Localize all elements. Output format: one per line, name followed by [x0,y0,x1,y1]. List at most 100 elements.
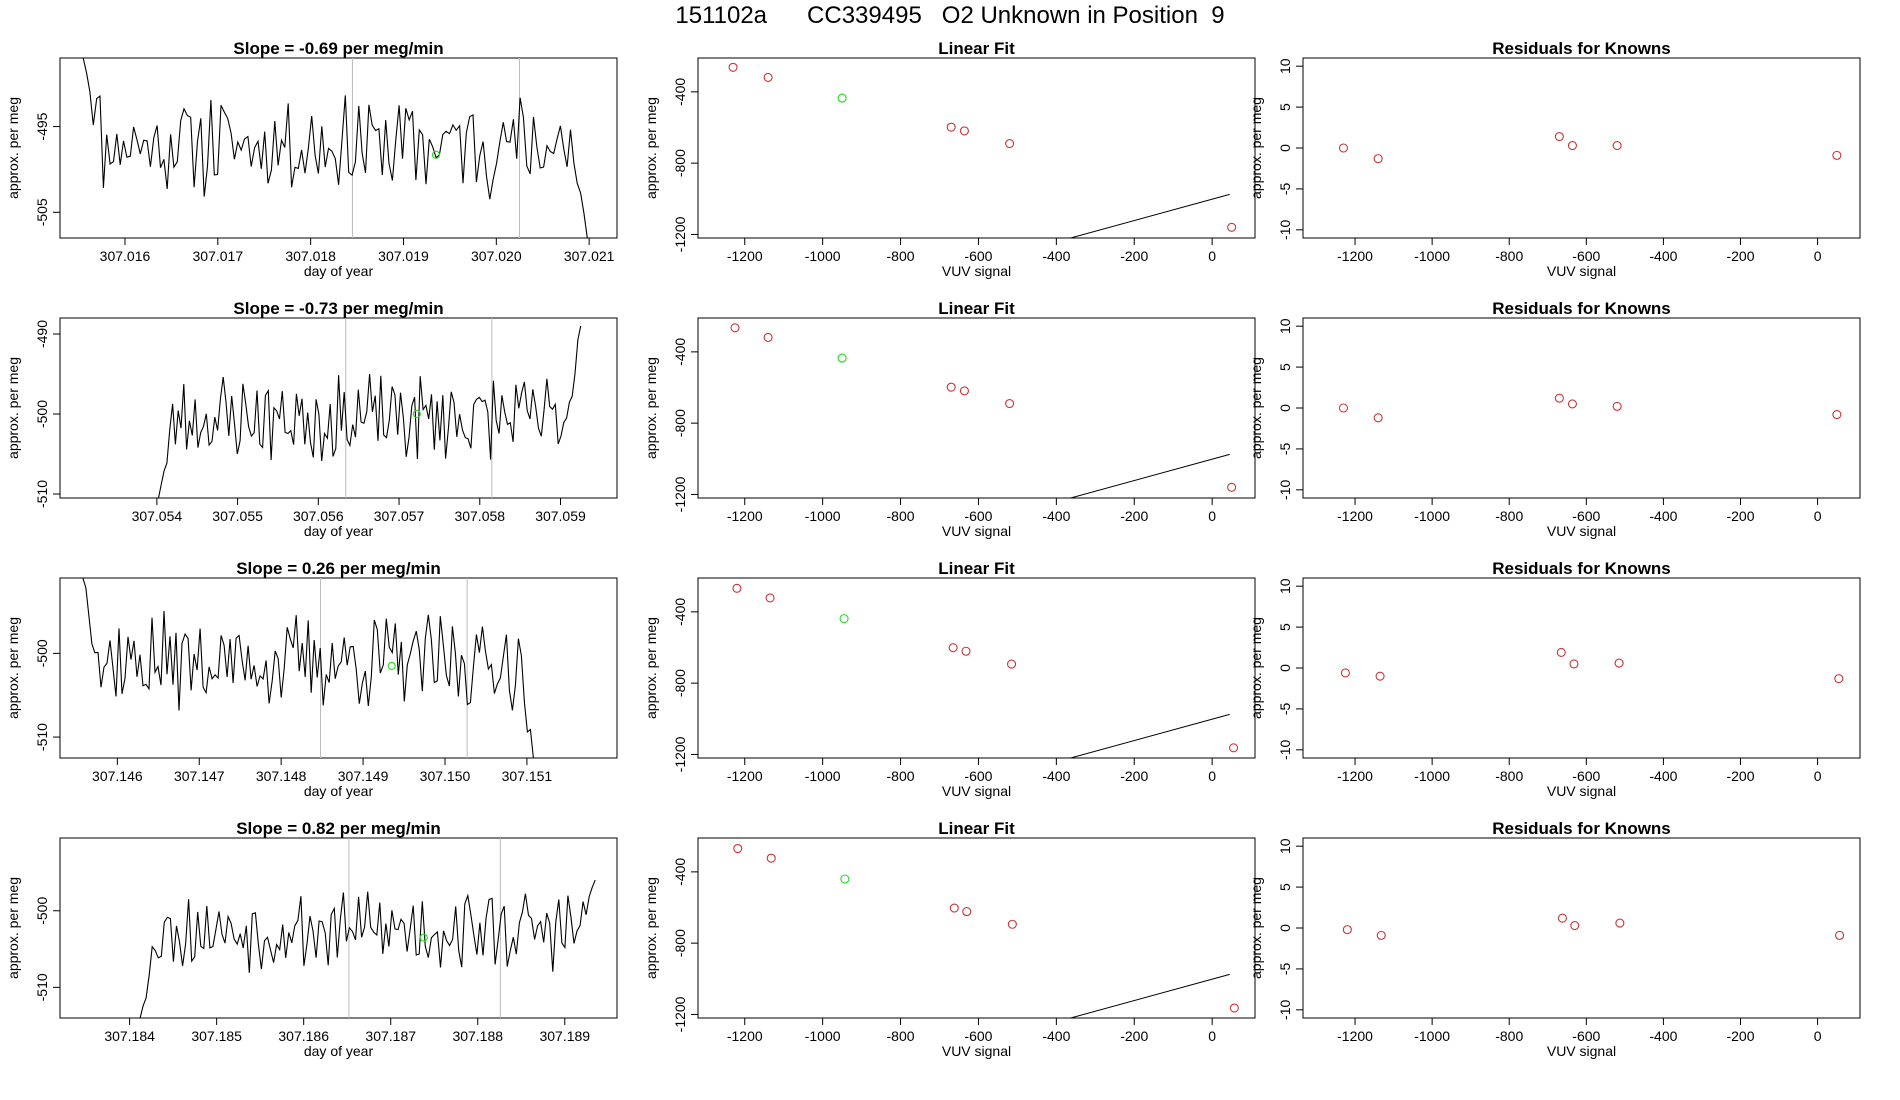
x-tick-label: -200 [1120,768,1148,784]
y-tick-label: -500 [34,400,50,428]
plot-frame [697,837,1256,1019]
x-axis-label: VUV signal [942,263,1011,279]
y-tick-label: -1200 [672,736,688,772]
data-trace-line [157,325,582,498]
x-tick-label: 0 [1208,248,1216,264]
panel-timeseries-row-3: Slope = 0.26 per meg/min 307.146 307.147 30… [5,559,618,799]
chart-title: Slope = -0.73 per meg/min [233,299,443,318]
residual-point [1835,930,1845,940]
y-tick-label: -10 [1277,999,1293,1019]
x-tick-label: -1000 [805,768,841,784]
plot-area [730,323,1237,498]
known-standard-point [1007,919,1017,929]
residual-point [1612,140,1622,151]
x-tick-label: 0 [1208,508,1216,524]
y-tick-label: -800 [672,669,688,697]
residual-point [1375,671,1385,681]
y-tick-label: -400 [672,858,688,886]
plot-frame [1302,577,1861,759]
y-tick-label: 5 [1277,103,1293,111]
y-axis-label: approx. per meg [643,357,659,459]
panel-timeseries-row-4: Slope = 0.82 per meg/min 307.184 307.185 30… [5,819,618,1059]
known-standard-point [733,843,743,854]
known-standard-point [946,122,956,132]
y-tick-label: 5 [1277,883,1293,891]
panel-timeseries-row-1: Slope = -0.69 per meg/min 307.016 307.017 3… [5,39,618,279]
chart-title: Slope = 0.26 per meg/min [236,559,441,578]
chart-title: Linear Fit [938,299,1015,318]
x-tick-label: -1200 [1337,768,1373,784]
known-standard-point [763,72,773,82]
x-tick-label: -600 [964,508,992,524]
x-axis-label: VUV signal [942,523,1011,539]
x-tick-label: 307.021 [564,248,615,264]
plot-area [82,578,534,758]
x-tick-label: -200 [1120,248,1148,264]
y-tick-label: 10 [1277,838,1293,854]
known-standard-point [763,332,773,342]
x-tick-label: -800 [1495,508,1523,524]
residual-point [1338,403,1349,413]
fit-line [1068,193,1230,238]
panel-residuals-row-2: Residuals for Knowns-1200 -1000 -800 -600 -4… [1248,299,1861,539]
x-tick-label: -600 [964,768,992,784]
x-tick-label: -1000 [1414,768,1450,784]
unknown-sample-point [837,353,847,363]
x-tick-label: 307.149 [338,768,389,784]
known-standard-point [1005,138,1015,149]
page-title: 151102a CC339495 O2 Unknown in Position … [675,2,1225,29]
known-standard-point [1229,743,1239,753]
y-tick-label: -400 [672,78,688,106]
x-tick-label: 307.018 [285,248,336,264]
y-tick-label: 10 [1277,318,1293,334]
x-tick-label: 307.150 [420,768,471,784]
x-tick-label: 307.148 [256,768,307,784]
plot-frame [59,837,618,1019]
plot-area [1338,131,1842,164]
known-standard-point [732,583,742,593]
panel-timeseries-row-2: Slope = -0.73 per meg/min 307.054 307.055 3… [5,299,618,539]
x-tick-label: 307.186 [278,1028,329,1044]
x-tick-label: 307.147 [174,768,225,784]
plot-frame [697,317,1256,499]
known-standard-point [959,386,969,396]
x-tick-label: -400 [1649,768,1677,784]
known-standard-point [765,593,775,603]
plot-frame [59,577,618,759]
plot-frame [59,57,618,239]
y-tick-label: 0 [1277,404,1293,412]
y-tick-label: -495 [34,112,50,140]
x-tick-label: -1000 [805,248,841,264]
x-tick-label: -600 [964,248,992,264]
x-axis-label: VUV signal [1547,263,1616,279]
plot-area [1340,647,1844,684]
x-tick-label: 307.017 [193,248,244,264]
residual-point [1570,920,1580,931]
y-axis-label: approx. per meg [1248,877,1264,979]
data-trace-line [139,879,596,1018]
x-tick-label: -600 [1572,768,1600,784]
x-tick-label: -800 [1495,768,1523,784]
residual-point [1557,913,1567,923]
residual-point [1567,140,1577,151]
x-axis-label: VUV signal [942,783,1011,799]
x-tick-label: -800 [887,248,915,264]
known-standard-point [1227,222,1237,232]
residual-point [1342,925,1352,935]
chart-title: Residuals for Knowns [1492,39,1671,58]
x-tick-label: -1200 [727,768,763,784]
y-tick-label: -1200 [672,216,688,252]
data-trace-line [82,58,588,238]
unknown-average-point [431,150,441,159]
x-tick-label: 0 [1814,1028,1822,1044]
x-tick-label: -400 [1042,248,1070,264]
y-tick-label: 5 [1277,623,1293,631]
residual-point [1554,393,1564,403]
x-tick-label: 307.020 [471,248,522,264]
plot-frame [59,317,618,499]
y-tick-label: -800 [672,409,688,437]
chart-title: Residuals for Knowns [1492,299,1671,318]
y-tick-label: -5 [1277,182,1293,195]
x-tick-label: 307.016 [100,248,151,264]
